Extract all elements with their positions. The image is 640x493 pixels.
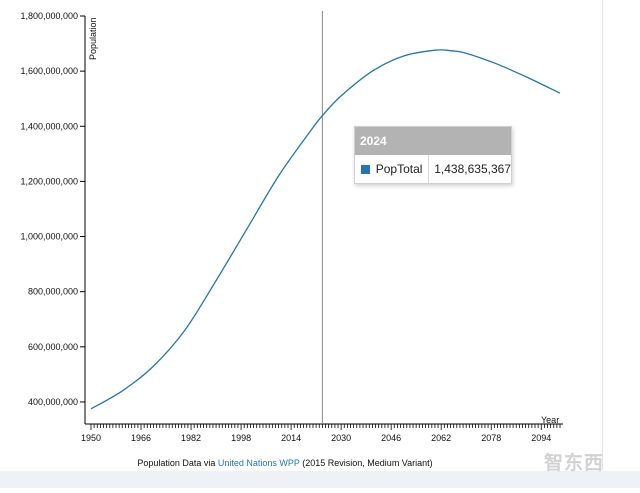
y-axis-title: Population bbox=[88, 17, 98, 60]
tooltip-series-name: PopTotal bbox=[375, 162, 423, 176]
y-tick-label: 1,600,000,000 bbox=[20, 66, 78, 76]
x-tick-label: 1966 bbox=[131, 433, 151, 443]
un-wpp-link[interactable]: United Nations WPP bbox=[217, 458, 300, 468]
y-tick-label: 400,000,000 bbox=[28, 397, 78, 407]
x-tick-label: 2062 bbox=[431, 433, 451, 443]
x-tick-label: 2078 bbox=[481, 433, 501, 443]
x-tick-label: 2030 bbox=[331, 433, 351, 443]
x-tick-label: 2014 bbox=[281, 433, 301, 443]
y-tick-label: 800,000,000 bbox=[28, 287, 78, 297]
y-axis: 400,000,000 600,000,000 800,000,000 1,000,0… bbox=[20, 11, 86, 424]
y-tick-label: 1,000,000,000 bbox=[20, 232, 78, 242]
y-tick-label: 1,800,000,000 bbox=[20, 11, 78, 21]
data-source-caption: Population Data via United Nations WPP (… bbox=[0, 458, 570, 468]
caption-prefix: Population Data via bbox=[137, 458, 218, 468]
series-line-poptotal[interactable] bbox=[90, 49, 561, 410]
watermark-logo: 智东西 bbox=[544, 453, 605, 474]
x-tick-label: 2094 bbox=[531, 433, 551, 443]
hover-tooltip: 2024 PopTotal 1,438,635,367 bbox=[354, 126, 512, 184]
panel-divider bbox=[602, 0, 603, 470]
tooltip-row: PopTotal 1,438,635,367 bbox=[355, 155, 511, 183]
x-axis: 1950 1966 1982 1998 2014 2030 2046 2062 2078 2094 bbox=[81, 423, 563, 443]
y-tick-label: 600,000,000 bbox=[28, 342, 78, 352]
x-axis-title: Year bbox=[541, 415, 559, 425]
y-tick-label: 1,200,000,000 bbox=[20, 176, 78, 186]
tooltip-value: 1,438,635,367 bbox=[434, 162, 511, 176]
x-tick-label: 1950 bbox=[81, 433, 101, 443]
tooltip-divider bbox=[428, 155, 430, 183]
x-tick-label: 2046 bbox=[381, 433, 401, 443]
bottom-band bbox=[0, 471, 640, 488]
y-tick-label: 1,400,000,000 bbox=[20, 121, 78, 131]
tooltip-year: 2024 bbox=[355, 127, 511, 155]
x-tick-label: 1998 bbox=[231, 433, 251, 443]
caption-suffix: (2015 Revision, Medium Variant) bbox=[299, 458, 433, 468]
series-color-swatch bbox=[361, 164, 370, 174]
x-tick-label: 1982 bbox=[181, 433, 201, 443]
